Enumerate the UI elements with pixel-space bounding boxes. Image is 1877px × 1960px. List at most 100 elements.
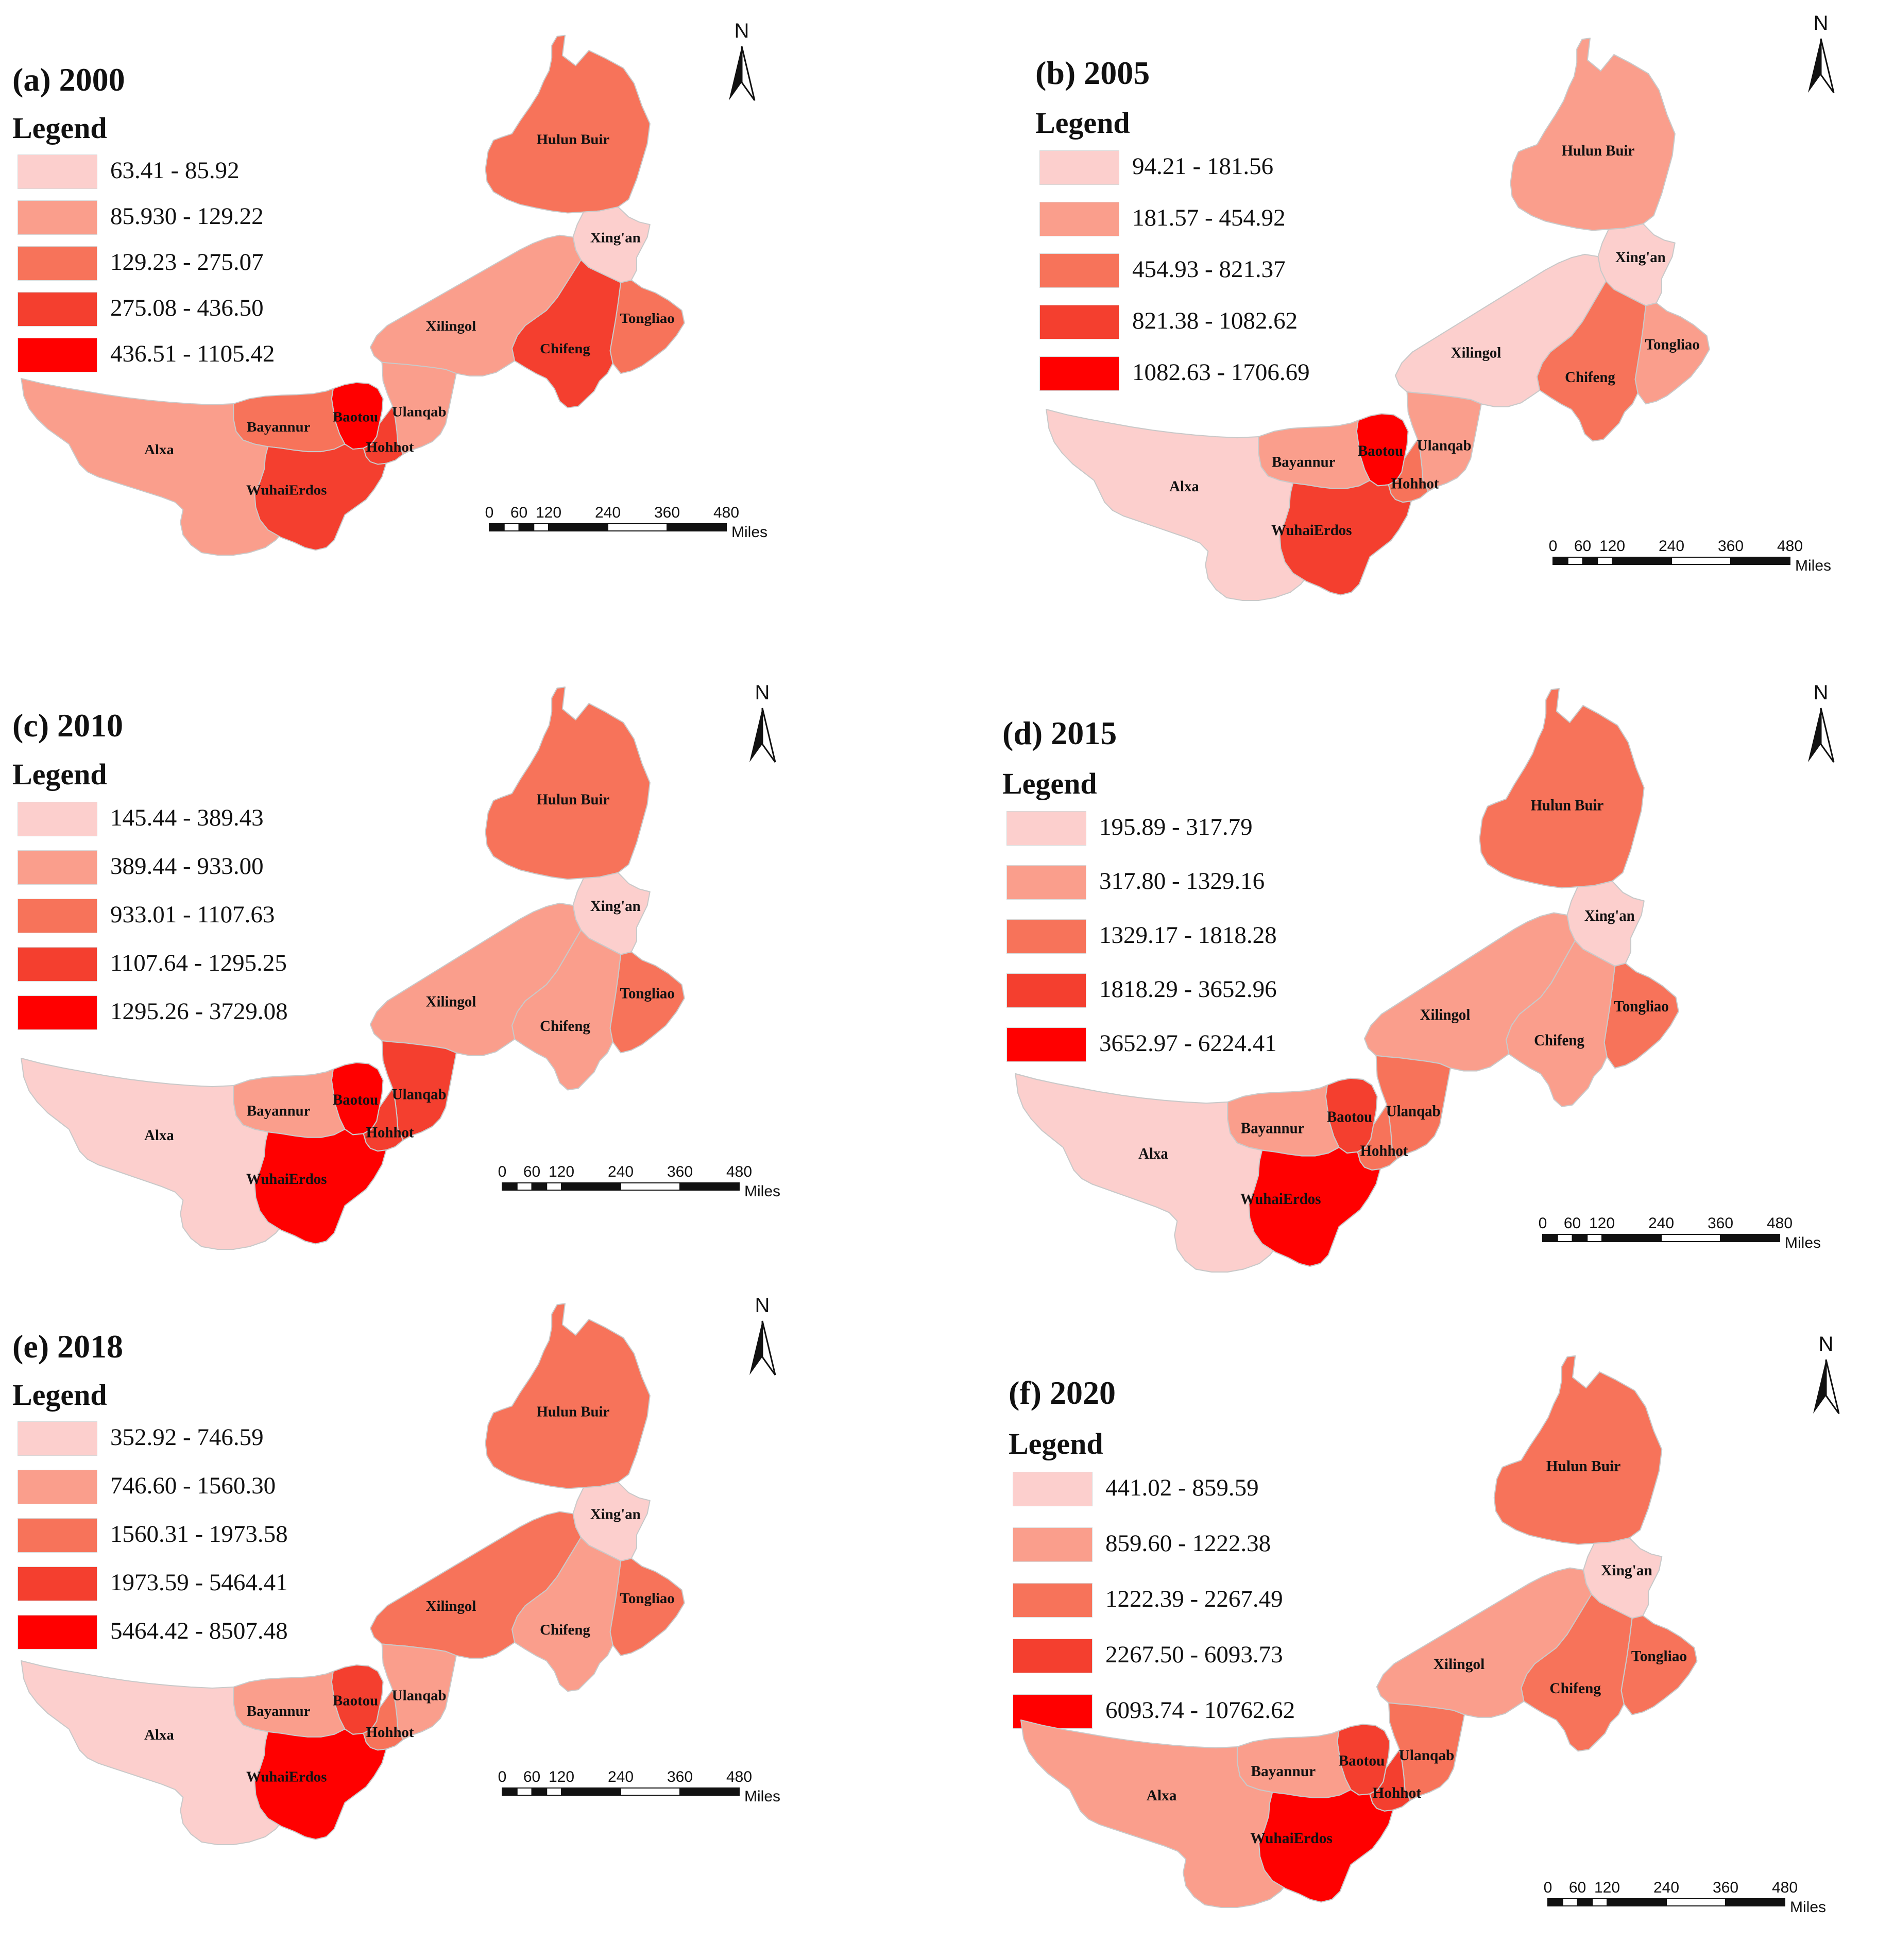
region-label: Alxa: [144, 1127, 174, 1144]
legend-label: 2267.50 - 6093.73: [1105, 1641, 1283, 1668]
region-label: Xing'an: [590, 898, 641, 914]
region-label: Bayannur: [247, 1703, 311, 1720]
scale-segment: [1725, 1898, 1785, 1906]
scale-bar: 0 60 120 240 360 480 Miles: [1539, 1215, 1821, 1251]
panel-e: (e) 2018 Legend 352.92 - 746.59 746.60 -…: [0, 1267, 876, 1885]
legend-item: 1560.31 - 1973.58: [18, 1518, 481, 1557]
scale-segment: [1572, 1234, 1588, 1242]
legend-label: 195.89 - 317.79: [1099, 814, 1253, 840]
region-label: Hohhot: [366, 1124, 414, 1141]
north-label: N: [1819, 1333, 1834, 1355]
legend-item: 1082.63 - 1706.69: [1039, 356, 1503, 395]
scale-segment: [1661, 1234, 1721, 1242]
legend-item: 275.08 - 436.50: [18, 292, 481, 331]
region-label: Hulun Buir: [1530, 797, 1603, 814]
legend-label: 746.60 - 1560.30: [110, 1472, 276, 1499]
scale-segment: [1562, 1898, 1578, 1906]
legend-label: 1973.59 - 5464.41: [110, 1569, 288, 1596]
legend-swatch: [18, 850, 97, 885]
north-arrow: N: [749, 681, 776, 763]
region-label: Ulanqab: [392, 1688, 447, 1704]
scale-unit: Miles: [731, 524, 767, 541]
north-arrow-icon: [1825, 1359, 1840, 1414]
scale-tick-label: 240: [608, 1768, 634, 1785]
scale-segment: [1597, 557, 1613, 565]
region-label: Xilingol: [426, 993, 476, 1010]
scale-segment: [1577, 1898, 1593, 1906]
legend-title: Legend: [1002, 767, 1097, 800]
legend-label: 441.02 - 859.59: [1105, 1474, 1259, 1501]
north-arrow-icon: [1820, 708, 1835, 763]
map-b: Hulun Buir Xing'an Tongliao Chifeng Xilingol…: [1046, 38, 1710, 601]
legend-swatch: [18, 995, 97, 1030]
panel-title: (c) 2010: [12, 707, 124, 744]
region-label: Alxa: [144, 1727, 174, 1743]
scale-segment: [1612, 557, 1672, 565]
scale-segment: [667, 523, 727, 531]
north-arrow-icon: [749, 708, 762, 762]
map-e: Hulun Buir Xing'an Tongliao Chifeng Xilingol…: [21, 1303, 685, 1846]
north-label: N: [1814, 12, 1829, 35]
legend-item: 63.41 - 85.92: [18, 154, 481, 193]
north-arrow-icon: [729, 46, 742, 100]
scale-tick-label: 0: [498, 1768, 507, 1785]
legend-label: 1295.26 - 3729.08: [110, 998, 288, 1025]
scale-segment: [546, 1182, 562, 1191]
north-label: N: [735, 20, 749, 42]
legend-swatch: [18, 802, 97, 836]
scale-segment: [1567, 557, 1583, 565]
region-label: Tongliao: [1631, 1648, 1687, 1665]
scale-tick-label: 60: [523, 1768, 540, 1785]
scale-tick-label: 360: [1713, 1879, 1738, 1896]
legend-item: 821.38 - 1082.62: [1039, 305, 1503, 343]
region-label: Bayannur: [247, 1103, 310, 1119]
region-label: Baotou: [1327, 1108, 1372, 1126]
scale-bar: 0 60 120 240 360 480 Miles: [498, 1163, 780, 1200]
legend-swatch: [1006, 973, 1086, 1008]
legend-swatch: [1039, 356, 1119, 391]
legend-label: 389.44 - 933.00: [110, 853, 264, 880]
legend-label: 933.01 - 1107.63: [110, 901, 275, 928]
region-label: Hulun Buir: [1546, 1458, 1621, 1475]
map-c: Hulun Buir Xing'an Tongliao Chifeng Xilingol…: [21, 686, 685, 1250]
region-hulun-buir: [1510, 38, 1676, 231]
legend-swatch: [18, 1470, 97, 1504]
legend-title: Legend: [1035, 106, 1130, 140]
legend-label: 454.93 - 821.37: [1132, 256, 1286, 283]
legend-swatch: [1013, 1583, 1093, 1618]
scale-segment: [561, 1182, 621, 1191]
legend-item: 2267.50 - 6093.73: [1013, 1639, 1476, 1677]
legend-item: 6093.74 - 10762.62: [1013, 1694, 1476, 1733]
region-wuhaierdos: [254, 1128, 387, 1245]
legend-swatch: [1039, 202, 1119, 236]
legend-item: 1107.64 - 1295.25: [18, 947, 481, 986]
region-label: Ulanqab: [1399, 1747, 1455, 1764]
scale-segment: [518, 523, 535, 531]
legend-swatch: [1013, 1472, 1093, 1506]
scale-tick-label: 240: [595, 504, 621, 521]
legend-label: 821.38 - 1082.62: [1132, 307, 1298, 334]
scale-tick-label: 120: [549, 1768, 574, 1785]
scale-segment: [679, 1787, 740, 1796]
panel-b: (b) 2005 Legend 94.21 - 181.56 181.57 - …: [1025, 0, 1877, 618]
region-tongliao: [1634, 302, 1710, 405]
scale-segment: [548, 523, 608, 531]
region-label: Chifeng: [1549, 1680, 1601, 1697]
region-label: Hohhot: [1360, 1142, 1408, 1160]
legend-label: 181.57 - 454.92: [1132, 204, 1286, 231]
legend-swatch: [1006, 865, 1086, 900]
region-label: Bayannur: [1251, 1763, 1316, 1780]
region-label: Baotou: [333, 409, 378, 425]
north-arrow: N: [1808, 12, 1835, 93]
scale-tick-label: 480: [1777, 538, 1803, 555]
north-label: N: [1814, 681, 1829, 704]
region-label: Alxa: [1138, 1145, 1168, 1162]
scale-segment: [561, 1787, 621, 1796]
north-arrow: N: [729, 20, 756, 101]
north-arrow-icon: [1813, 1360, 1826, 1414]
region-label: Tongliao: [1645, 336, 1699, 353]
north-arrow: N: [749, 1294, 776, 1376]
legend-label: 275.08 - 436.50: [110, 295, 264, 321]
scale-unit: Miles: [1795, 557, 1831, 574]
scale-segment: [1607, 1898, 1667, 1906]
